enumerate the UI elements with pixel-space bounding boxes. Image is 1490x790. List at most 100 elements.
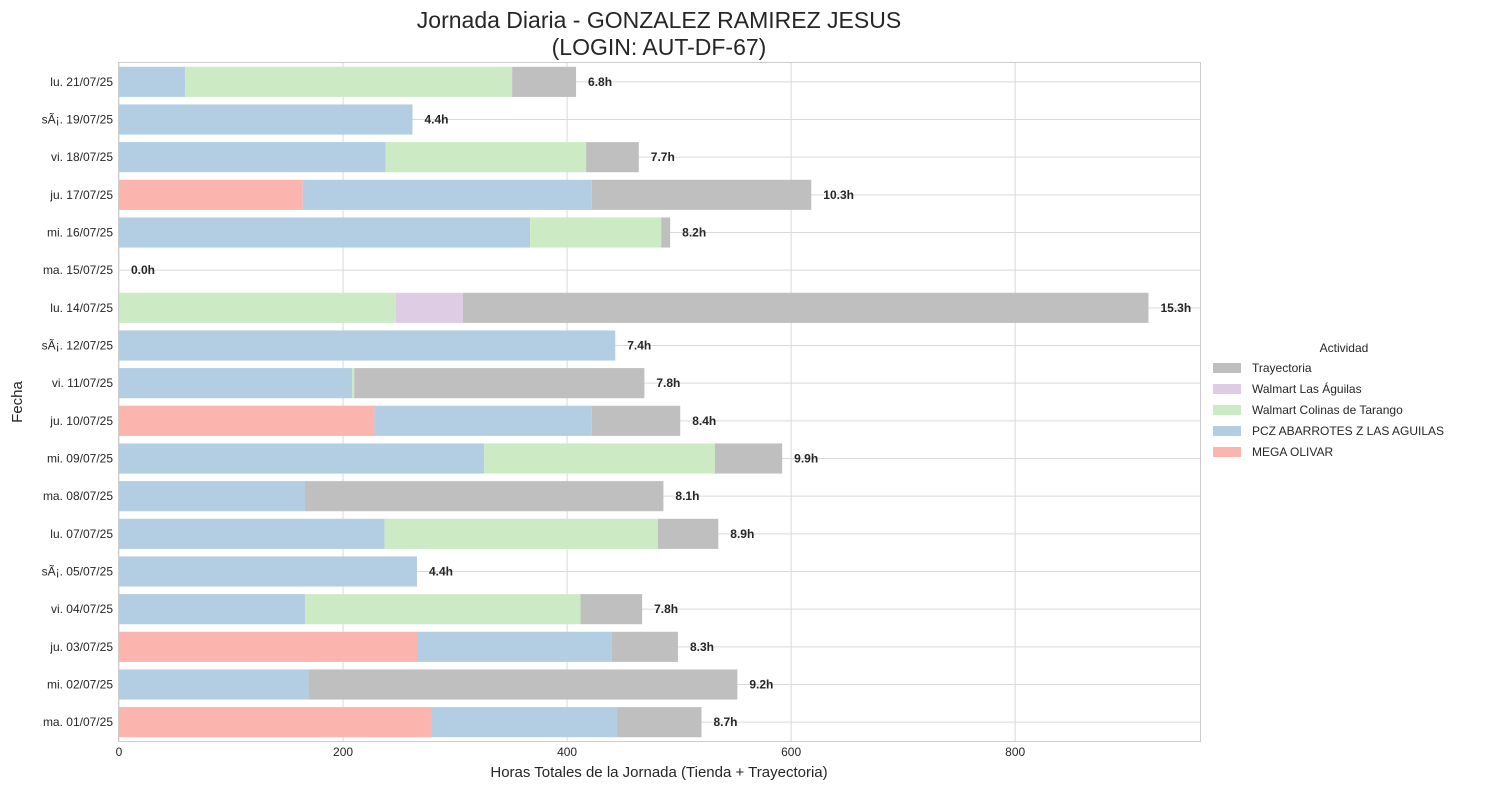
bar-value-label: 10.3h <box>823 188 854 202</box>
bar-segment <box>119 518 385 549</box>
bar-segment <box>484 443 715 474</box>
bar-segment <box>308 669 738 700</box>
bar-segment <box>185 66 513 97</box>
bar-segment <box>462 292 1149 323</box>
bar-segment <box>119 707 432 738</box>
y-tick-label: mi. 16/07/25 <box>47 226 113 240</box>
y-tick-labels: lu. 21/07/25 sÃ¡. 19/07/25 vi. 18/07/25 ju.… <box>42 75 114 729</box>
bar-segment <box>395 292 463 323</box>
legend: Actividad Trayectoria Walmart Las Águilas… <box>1213 341 1444 459</box>
bar-segment <box>119 481 305 512</box>
bar-segment <box>617 707 702 738</box>
legend-swatch <box>1213 384 1241 394</box>
bar-value-label: 7.8h <box>654 602 678 616</box>
bar-segment <box>352 368 355 399</box>
bar-segment <box>119 330 616 361</box>
plot-frame <box>118 62 1201 742</box>
bar-value-label: 6.8h <box>588 75 612 89</box>
bar-value-label: 8.3h <box>690 640 714 654</box>
y-tick-label: ju. 17/07/25 <box>49 188 113 202</box>
bar-segment <box>119 631 417 662</box>
x-tick-label: 0 <box>116 745 123 759</box>
bar-value-label: 4.4h <box>429 565 453 579</box>
x-tick-labels: 0 200 400 600 800 <box>116 745 1026 759</box>
bar-segment <box>119 104 413 135</box>
bar-segment <box>714 443 783 474</box>
x-tick-label: 600 <box>781 745 801 759</box>
y-tick-label: sÃ¡. 12/07/25 <box>42 339 114 353</box>
y-tick-label: ma. 15/07/25 <box>43 263 113 277</box>
legend-entry: PCZ ABARROTES Z LAS AGUILAS <box>1252 424 1444 438</box>
bar-segment <box>119 66 186 97</box>
bar-segment <box>661 217 671 248</box>
y-axis-label: Fecha <box>9 381 26 423</box>
y-tick-label: ju. 03/07/25 <box>49 640 113 654</box>
x-tick-label: 200 <box>333 745 353 759</box>
legend-entry: Walmart Colinas de Tarango <box>1252 403 1403 417</box>
bar-segment <box>591 405 681 436</box>
bar-segment <box>416 631 612 662</box>
bar-value-label: 8.4h <box>692 414 716 428</box>
bar-segment <box>119 594 305 625</box>
bar-value-label: 9.9h <box>794 452 818 466</box>
legend-entry: Walmart Las Águilas <box>1252 381 1362 396</box>
chart-title: Jornada Diaria - GONZALEZ RAMIREZ JESUS <box>417 7 901 33</box>
y-tick-label: sÃ¡. 05/07/25 <box>42 565 114 579</box>
bar-value-label: 7.8h <box>656 376 680 390</box>
bar-segment <box>611 631 678 662</box>
bar-value-label: 7.7h <box>651 150 675 164</box>
y-tick-label: mi. 09/07/25 <box>47 452 113 466</box>
y-tick-label: vi. 04/07/25 <box>51 602 113 616</box>
bar-segment <box>119 443 485 474</box>
bar-segment <box>119 368 353 399</box>
bar-segment <box>385 142 587 173</box>
bar-segment <box>586 142 639 173</box>
bar-segment <box>657 518 719 549</box>
bar-value-label: 8.9h <box>730 527 754 541</box>
bar-segment <box>580 594 643 625</box>
x-tick-label: 800 <box>1005 745 1025 759</box>
legend-entry: Trayectoria <box>1252 361 1312 375</box>
legend-swatch <box>1213 426 1241 436</box>
bar-segment <box>119 292 396 323</box>
bar-segment <box>591 179 812 210</box>
bar-segment <box>304 594 581 625</box>
chart-subtitle: (LOGIN: AUT-DF-67) <box>552 34 767 60</box>
bar-value-label: 4.4h <box>424 113 448 127</box>
y-tick-label: ma. 08/07/25 <box>43 489 113 503</box>
legend-swatch <box>1213 405 1241 415</box>
bar-value-label: 9.2h <box>749 678 773 692</box>
bar-value-label: 8.2h <box>682 226 706 240</box>
bar-segment <box>431 707 618 738</box>
legend-entry: MEGA OLIVAR <box>1252 445 1333 459</box>
x-axis-label: Horas Totales de la Jornada (Tienda + Tr… <box>490 764 827 781</box>
legend-swatch <box>1213 363 1241 373</box>
legend-title: Actividad <box>1320 341 1369 355</box>
bar-value-label: 8.7h <box>714 715 738 729</box>
bar-segment <box>119 556 417 587</box>
bar-segment <box>530 217 662 248</box>
y-tick-label: ju. 10/07/25 <box>49 414 113 428</box>
bar-segment <box>119 669 309 700</box>
bar-segment <box>304 481 664 512</box>
y-tick-label: mi. 02/07/25 <box>47 678 113 692</box>
y-tick-label: ma. 01/07/25 <box>43 715 113 729</box>
bar-segment <box>512 66 577 97</box>
y-tick-label: vi. 11/07/25 <box>52 376 113 390</box>
y-tick-label: lu. 14/07/25 <box>50 301 113 315</box>
legend-swatch <box>1213 447 1241 457</box>
x-tick-label: 400 <box>557 745 577 759</box>
bar-segment <box>119 405 375 436</box>
bar-segment <box>374 405 592 436</box>
bar-value-label: 15.3h <box>1160 301 1191 315</box>
y-tick-label: vi. 18/07/25 <box>51 150 113 164</box>
bar-value-label: 7.4h <box>627 339 651 353</box>
bar-segment <box>354 368 645 399</box>
y-tick-label: lu. 21/07/25 <box>50 75 113 89</box>
bar-value-label: 0.0h <box>131 263 155 277</box>
bar-segment <box>384 518 658 549</box>
y-tick-label: sÃ¡. 19/07/25 <box>42 113 114 127</box>
data-labels: 6.8h 4.4h 7.7h 10.3h 8.2h 0.0h 15.3h 7.4h 7.8h 8.… <box>131 75 1191 729</box>
bar-segment <box>119 217 531 248</box>
y-tick-label: lu. 07/07/25 <box>50 527 113 541</box>
